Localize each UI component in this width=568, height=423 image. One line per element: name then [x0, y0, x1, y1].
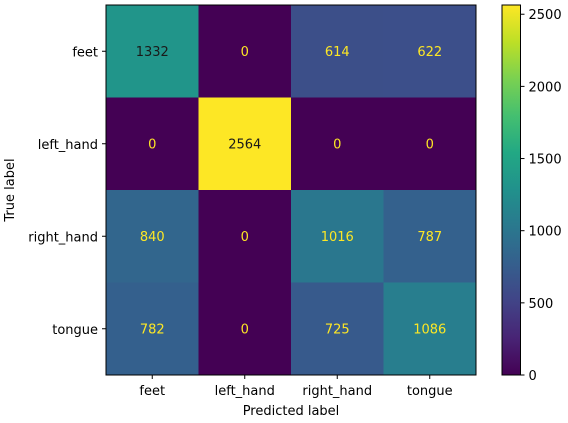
cell-value-label: 725: [325, 322, 350, 337]
colorbar-tick-label: 1500: [529, 153, 562, 168]
x-tick-label: tongue: [407, 384, 453, 399]
heatmap-cell: [291, 97, 384, 191]
heatmap-cell: [106, 190, 199, 283]
cell-value-label: 1016: [321, 230, 354, 245]
heatmap-cell: [106, 97, 199, 191]
cell-value-label: 0: [241, 322, 249, 337]
cell-value-label: 0: [426, 137, 434, 152]
x-axis-label: Predicted label: [243, 404, 340, 419]
y-tick-label: left_hand: [38, 138, 98, 153]
heatmap-cell: [106, 5, 199, 98]
cell-value-label: 0: [241, 230, 249, 245]
heatmap-cell: [198, 5, 292, 98]
colorbar-tick-label: 2500: [529, 8, 562, 23]
y-tick-label: right_hand: [28, 230, 98, 245]
colorbar-tick-label: 1000: [529, 225, 562, 240]
y-axis-label: True label: [3, 158, 18, 222]
x-axis-ticks: feet left_hand right_hand tongue: [139, 375, 453, 399]
cell-value-label: 614: [325, 45, 350, 60]
cell-value-label: 782: [140, 322, 165, 337]
cell-value-label: 840: [140, 230, 165, 245]
cell-value-label: 1332: [136, 45, 169, 60]
heatmap-cell: [291, 190, 384, 283]
heatmap-cell: [383, 282, 477, 376]
heatmap-cell: [383, 190, 477, 283]
heatmap-cell: [383, 97, 477, 191]
cell-value-label: 787: [417, 230, 442, 245]
colorbar-ticks: 0 500 1000 1500 2000 2500: [520, 8, 562, 384]
cell-value-label: 0: [241, 45, 249, 60]
colorbar-tick-label: 2000: [529, 80, 562, 95]
x-tick-label: right_hand: [302, 384, 372, 399]
heatmap-cell: [198, 190, 292, 283]
heatmap-cell: [291, 5, 384, 98]
colorbar-tick-label: 500: [529, 297, 554, 312]
colorbar-tick-label: 0: [529, 369, 537, 384]
heatmap-cell: [383, 5, 477, 98]
heatmap-cell: [198, 282, 292, 376]
heatmap-cell: [106, 282, 199, 376]
heatmap-cell: [291, 282, 384, 376]
cell-value-label: 0: [148, 137, 156, 152]
cell-value-label: 0: [333, 137, 341, 152]
colorbar: [501, 4, 521, 376]
cell-value-labels: 1332 0 614 622 0 2564 0 0 840 0 1016 787 782 0 725 1086: [136, 45, 447, 338]
x-tick-label: feet: [139, 384, 165, 399]
cell-value-label: 2564: [228, 137, 261, 152]
heatmap-cells: [106, 5, 477, 376]
y-tick-label: tongue: [52, 323, 98, 338]
cell-value-label: 1086: [413, 322, 446, 337]
cell-value-label: 622: [417, 45, 442, 60]
plot-frame: [105, 4, 477, 376]
heatmap-cell: [198, 97, 292, 191]
y-tick-label: feet: [72, 45, 98, 60]
x-tick-label: left_hand: [215, 384, 275, 399]
